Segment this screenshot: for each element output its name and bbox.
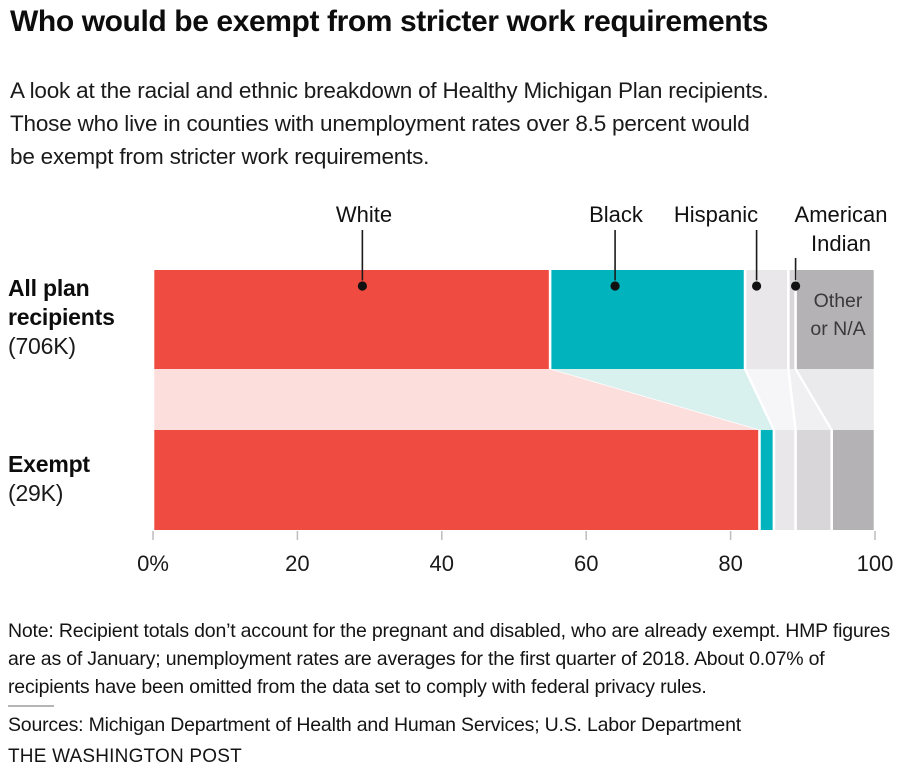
top-bar-segment-2 bbox=[551, 270, 744, 369]
leader-dot-3 bbox=[751, 281, 762, 291]
top-bar-segment-4 bbox=[789, 270, 795, 369]
flow-band-3 bbox=[746, 369, 795, 430]
category-label-4: American bbox=[795, 202, 888, 227]
leader-dot-4 bbox=[790, 281, 801, 291]
flow-band-5 bbox=[796, 369, 874, 430]
footer-divider bbox=[8, 705, 54, 707]
leader-dot-2 bbox=[610, 281, 620, 291]
row-label-all-plan-recipients-name: All plan recipients bbox=[8, 275, 115, 330]
row-label-exempt-name: Exempt bbox=[8, 451, 90, 477]
category-label-3: Hispanic bbox=[674, 202, 758, 227]
stacked-bar-flow-chart: White Black Hispanic American Indian Other or … bbox=[137, 202, 894, 576]
row-label-all-plan-recipients: All plan recipients (706K) bbox=[8, 274, 158, 361]
publisher-credit: THE WASHINGTON POST bbox=[8, 746, 242, 767]
flow-band-1 bbox=[154, 369, 759, 430]
category-label-1: White bbox=[336, 202, 392, 227]
category-label-2: Black bbox=[589, 202, 644, 227]
row-label-exempt-total: (29K) bbox=[8, 480, 64, 506]
top-bar-segment-5 bbox=[796, 270, 874, 369]
flow-band-4 bbox=[789, 369, 831, 430]
bottom-bar-segment-5 bbox=[832, 430, 874, 530]
flow-band-2 bbox=[551, 369, 773, 430]
axis-tick-label-5: 80 bbox=[718, 551, 742, 576]
bottom-bar-segment-3 bbox=[775, 430, 795, 530]
row-label-all-plan-recipients-total: (706K) bbox=[8, 333, 76, 359]
axis-tick-label-2: 20 bbox=[285, 551, 309, 576]
inside-segment-label-line2: or N/A bbox=[810, 318, 865, 340]
category-label-4-line2: Indian bbox=[811, 231, 871, 256]
leader-dot-1 bbox=[357, 281, 367, 291]
axis-tick-label-3: 40 bbox=[430, 551, 454, 576]
bottom-bar-segment-2 bbox=[760, 430, 773, 530]
top-bar-segment-1 bbox=[154, 270, 549, 369]
inside-segment-label-line1: Other bbox=[814, 290, 863, 312]
footnote: Note: Recipient totals don’t account for… bbox=[8, 620, 890, 698]
sources-line: Sources: Michigan Department of Health a… bbox=[8, 714, 741, 736]
row-label-exempt: Exempt (29K) bbox=[8, 450, 158, 508]
axis-tick-label-6: 100 bbox=[857, 551, 894, 576]
axis-tick-label-4: 60 bbox=[574, 551, 598, 576]
bottom-bar-segment-4 bbox=[796, 430, 831, 530]
chart-subtitle: A look at the racial and ethnic breakdow… bbox=[10, 78, 769, 169]
chart-title: Who would be exempt from stricter work r… bbox=[10, 5, 769, 38]
axis-tick-label-1: 0% bbox=[137, 551, 169, 576]
bottom-bar-segment-1 bbox=[154, 430, 759, 530]
